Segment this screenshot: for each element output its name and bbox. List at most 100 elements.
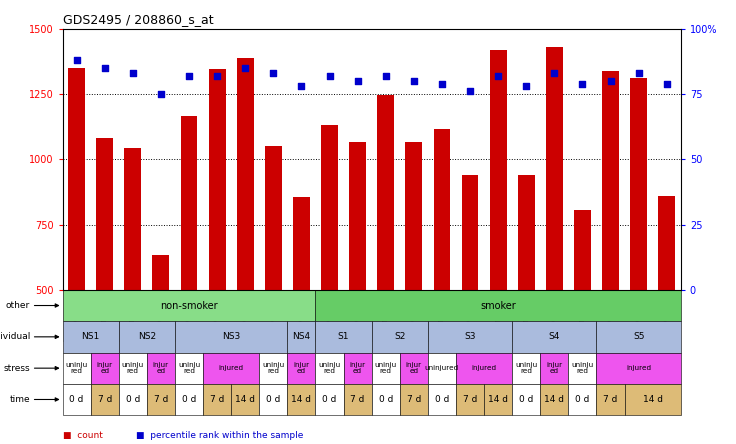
- Bar: [96, 139, 113, 290]
- Text: injur
ed: injur ed: [294, 362, 309, 374]
- Text: 0 d: 0 d: [126, 395, 140, 404]
- Bar: [568, 353, 596, 384]
- Text: S5: S5: [633, 333, 645, 341]
- Bar: [180, 116, 197, 290]
- Bar: [428, 353, 456, 384]
- Point: [408, 78, 420, 85]
- Point: [127, 70, 138, 77]
- Bar: [124, 147, 141, 290]
- Bar: [428, 321, 512, 353]
- Text: non-smoker: non-smoker: [160, 301, 218, 310]
- Bar: [118, 353, 147, 384]
- Text: S3: S3: [464, 333, 475, 341]
- Text: uninju
red: uninju red: [515, 362, 537, 374]
- Text: 7 d: 7 d: [98, 395, 112, 404]
- Text: individual: individual: [0, 333, 30, 341]
- Bar: [461, 175, 478, 290]
- Bar: [287, 384, 316, 415]
- Bar: [118, 321, 175, 353]
- Bar: [287, 321, 316, 353]
- Point: [380, 72, 392, 79]
- Bar: [400, 353, 428, 384]
- Point: [99, 64, 110, 71]
- Text: 14 d: 14 d: [545, 395, 565, 404]
- Bar: [63, 384, 91, 415]
- Point: [352, 78, 364, 85]
- Bar: [596, 384, 625, 415]
- Bar: [203, 384, 231, 415]
- Point: [211, 72, 223, 79]
- Bar: [428, 384, 456, 415]
- Bar: [91, 384, 118, 415]
- Point: [71, 57, 82, 64]
- Bar: [68, 68, 85, 290]
- Bar: [378, 95, 394, 290]
- Bar: [512, 353, 540, 384]
- Text: 14 d: 14 d: [488, 395, 508, 404]
- Bar: [372, 321, 428, 353]
- Text: 7 d: 7 d: [463, 395, 477, 404]
- Text: NS2: NS2: [138, 333, 156, 341]
- Bar: [625, 384, 681, 415]
- Bar: [175, 321, 287, 353]
- Text: 0 d: 0 d: [519, 395, 534, 404]
- Text: ■  percentile rank within the sample: ■ percentile rank within the sample: [136, 431, 303, 440]
- Bar: [518, 175, 534, 290]
- Text: NS3: NS3: [222, 333, 240, 341]
- Bar: [372, 384, 400, 415]
- Bar: [175, 384, 203, 415]
- Text: injur
ed: injur ed: [350, 362, 366, 374]
- Bar: [63, 290, 681, 342]
- Bar: [316, 353, 344, 384]
- Point: [492, 72, 504, 79]
- Text: injur
ed: injur ed: [96, 362, 113, 374]
- Text: uninju
red: uninju red: [66, 362, 88, 374]
- Text: other: other: [6, 301, 30, 310]
- Bar: [321, 126, 338, 290]
- Bar: [316, 321, 372, 353]
- Point: [464, 88, 476, 95]
- Point: [296, 83, 308, 90]
- Bar: [147, 353, 175, 384]
- Text: 7 d: 7 d: [210, 395, 224, 404]
- Point: [605, 78, 617, 85]
- Text: uninju
red: uninju red: [178, 362, 200, 374]
- Bar: [546, 47, 563, 290]
- Bar: [63, 321, 118, 353]
- Point: [324, 72, 336, 79]
- Text: 0 d: 0 d: [182, 395, 197, 404]
- Bar: [237, 58, 254, 290]
- Bar: [231, 384, 259, 415]
- Bar: [540, 384, 568, 415]
- Point: [436, 80, 447, 87]
- Bar: [372, 353, 400, 384]
- Text: 0 d: 0 d: [322, 395, 336, 404]
- Bar: [540, 353, 568, 384]
- Text: 7 d: 7 d: [350, 395, 365, 404]
- Bar: [175, 353, 203, 384]
- Bar: [484, 384, 512, 415]
- Point: [520, 83, 532, 90]
- Text: 0 d: 0 d: [266, 395, 280, 404]
- Bar: [91, 353, 118, 384]
- Text: 14 d: 14 d: [236, 395, 255, 404]
- Text: injured: injured: [219, 365, 244, 371]
- Bar: [456, 384, 484, 415]
- Text: injured: injured: [626, 365, 651, 371]
- Text: GDS2495 / 208860_s_at: GDS2495 / 208860_s_at: [63, 13, 213, 26]
- Point: [576, 80, 588, 87]
- Text: injur
ed: injur ed: [546, 362, 562, 374]
- Bar: [400, 384, 428, 415]
- Text: injur
ed: injur ed: [406, 362, 422, 374]
- Text: uninju
red: uninju red: [121, 362, 144, 374]
- Text: 0 d: 0 d: [576, 395, 590, 404]
- Bar: [489, 50, 506, 290]
- Text: injured: injured: [472, 365, 497, 371]
- Text: uninju
red: uninju red: [375, 362, 397, 374]
- Text: uninju
red: uninju red: [262, 362, 284, 374]
- Text: stress: stress: [4, 364, 30, 373]
- Bar: [316, 290, 681, 321]
- Bar: [512, 321, 596, 353]
- Text: S1: S1: [338, 333, 350, 341]
- Text: 7 d: 7 d: [604, 395, 618, 404]
